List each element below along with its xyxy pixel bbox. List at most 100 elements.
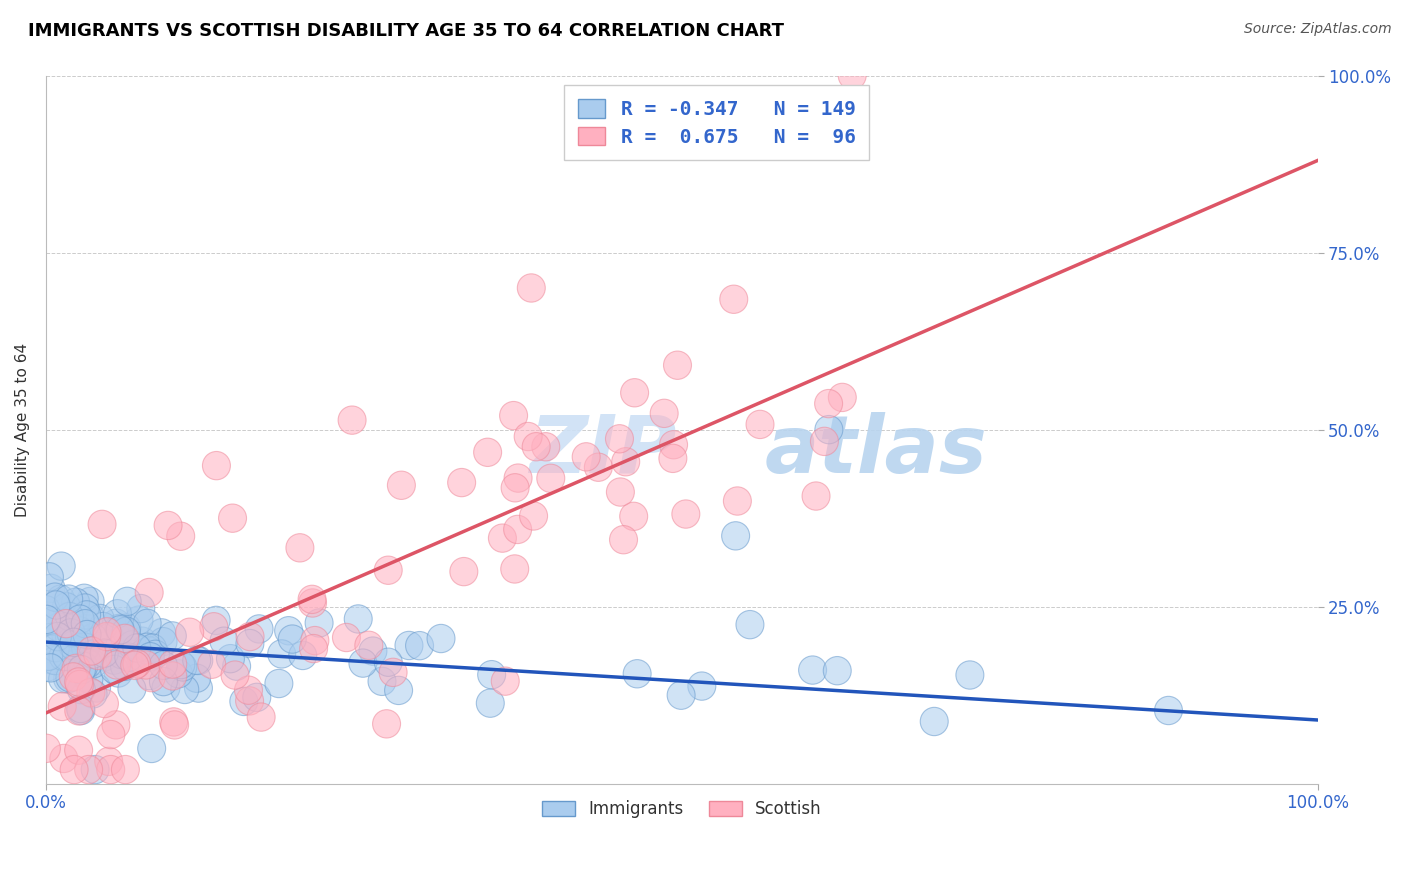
Ellipse shape (522, 433, 550, 461)
Ellipse shape (169, 653, 197, 681)
Ellipse shape (65, 668, 93, 696)
Ellipse shape (49, 642, 77, 671)
Ellipse shape (105, 615, 134, 642)
Ellipse shape (65, 697, 93, 725)
Ellipse shape (450, 558, 478, 586)
Ellipse shape (198, 650, 226, 679)
Ellipse shape (77, 679, 105, 706)
Ellipse shape (623, 659, 651, 688)
Ellipse shape (122, 649, 150, 678)
Ellipse shape (96, 623, 124, 651)
Ellipse shape (650, 400, 678, 427)
Ellipse shape (610, 525, 637, 554)
Ellipse shape (659, 431, 688, 458)
Ellipse shape (100, 646, 128, 674)
Ellipse shape (112, 614, 141, 642)
Ellipse shape (89, 613, 117, 640)
Ellipse shape (299, 634, 328, 663)
Ellipse shape (160, 707, 187, 736)
Ellipse shape (245, 615, 273, 643)
Ellipse shape (59, 632, 87, 660)
Text: ZIP: ZIP (529, 412, 676, 490)
Ellipse shape (298, 589, 326, 617)
Ellipse shape (65, 736, 93, 764)
Ellipse shape (167, 522, 194, 550)
Text: atlas: atlas (765, 412, 987, 490)
Ellipse shape (53, 665, 82, 693)
Ellipse shape (70, 652, 98, 681)
Ellipse shape (90, 690, 118, 718)
Ellipse shape (70, 633, 98, 661)
Ellipse shape (32, 734, 60, 763)
Ellipse shape (72, 633, 100, 662)
Ellipse shape (128, 627, 156, 656)
Ellipse shape (620, 378, 648, 407)
Ellipse shape (606, 425, 634, 453)
Ellipse shape (672, 500, 700, 528)
Ellipse shape (121, 651, 149, 680)
Ellipse shape (72, 609, 100, 638)
Ellipse shape (34, 653, 62, 681)
Ellipse shape (517, 274, 546, 302)
Ellipse shape (62, 627, 90, 656)
Ellipse shape (274, 616, 302, 645)
Ellipse shape (66, 617, 94, 645)
Ellipse shape (488, 524, 516, 552)
Ellipse shape (136, 642, 165, 671)
Ellipse shape (217, 645, 245, 673)
Ellipse shape (62, 635, 90, 664)
Ellipse shape (724, 487, 751, 516)
Ellipse shape (73, 615, 101, 643)
Ellipse shape (801, 482, 830, 510)
Ellipse shape (138, 664, 165, 692)
Ellipse shape (75, 649, 103, 678)
Ellipse shape (503, 516, 531, 543)
Ellipse shape (94, 747, 122, 775)
Ellipse shape (111, 652, 139, 681)
Ellipse shape (41, 647, 69, 674)
Ellipse shape (139, 634, 166, 662)
Ellipse shape (69, 660, 97, 689)
Ellipse shape (90, 643, 118, 671)
Ellipse shape (60, 626, 89, 654)
Ellipse shape (59, 614, 87, 642)
Ellipse shape (405, 632, 433, 660)
Ellipse shape (209, 627, 238, 656)
Ellipse shape (298, 585, 326, 614)
Ellipse shape (35, 563, 63, 591)
Ellipse shape (202, 607, 231, 634)
Ellipse shape (62, 654, 90, 682)
Ellipse shape (159, 662, 187, 690)
Ellipse shape (142, 640, 169, 668)
Ellipse shape (118, 674, 146, 703)
Ellipse shape (77, 637, 105, 665)
Ellipse shape (664, 351, 692, 379)
Ellipse shape (167, 650, 195, 679)
Ellipse shape (344, 605, 373, 633)
Ellipse shape (236, 630, 264, 657)
Ellipse shape (46, 585, 75, 614)
Ellipse shape (97, 721, 125, 748)
Ellipse shape (385, 676, 412, 705)
Ellipse shape (159, 650, 187, 678)
Ellipse shape (62, 588, 90, 616)
Ellipse shape (76, 587, 104, 615)
Ellipse shape (688, 672, 716, 700)
Ellipse shape (70, 584, 98, 613)
Ellipse shape (115, 643, 143, 672)
Ellipse shape (48, 552, 75, 581)
Ellipse shape (93, 617, 121, 646)
Ellipse shape (838, 62, 866, 90)
Ellipse shape (301, 626, 329, 655)
Ellipse shape (32, 606, 60, 633)
Ellipse shape (184, 674, 212, 702)
Ellipse shape (135, 578, 163, 607)
Ellipse shape (52, 642, 80, 671)
Ellipse shape (59, 663, 87, 691)
Ellipse shape (956, 661, 984, 690)
Ellipse shape (359, 637, 387, 665)
Ellipse shape (921, 707, 948, 736)
Ellipse shape (108, 640, 136, 669)
Ellipse shape (73, 621, 101, 648)
Ellipse shape (35, 642, 63, 671)
